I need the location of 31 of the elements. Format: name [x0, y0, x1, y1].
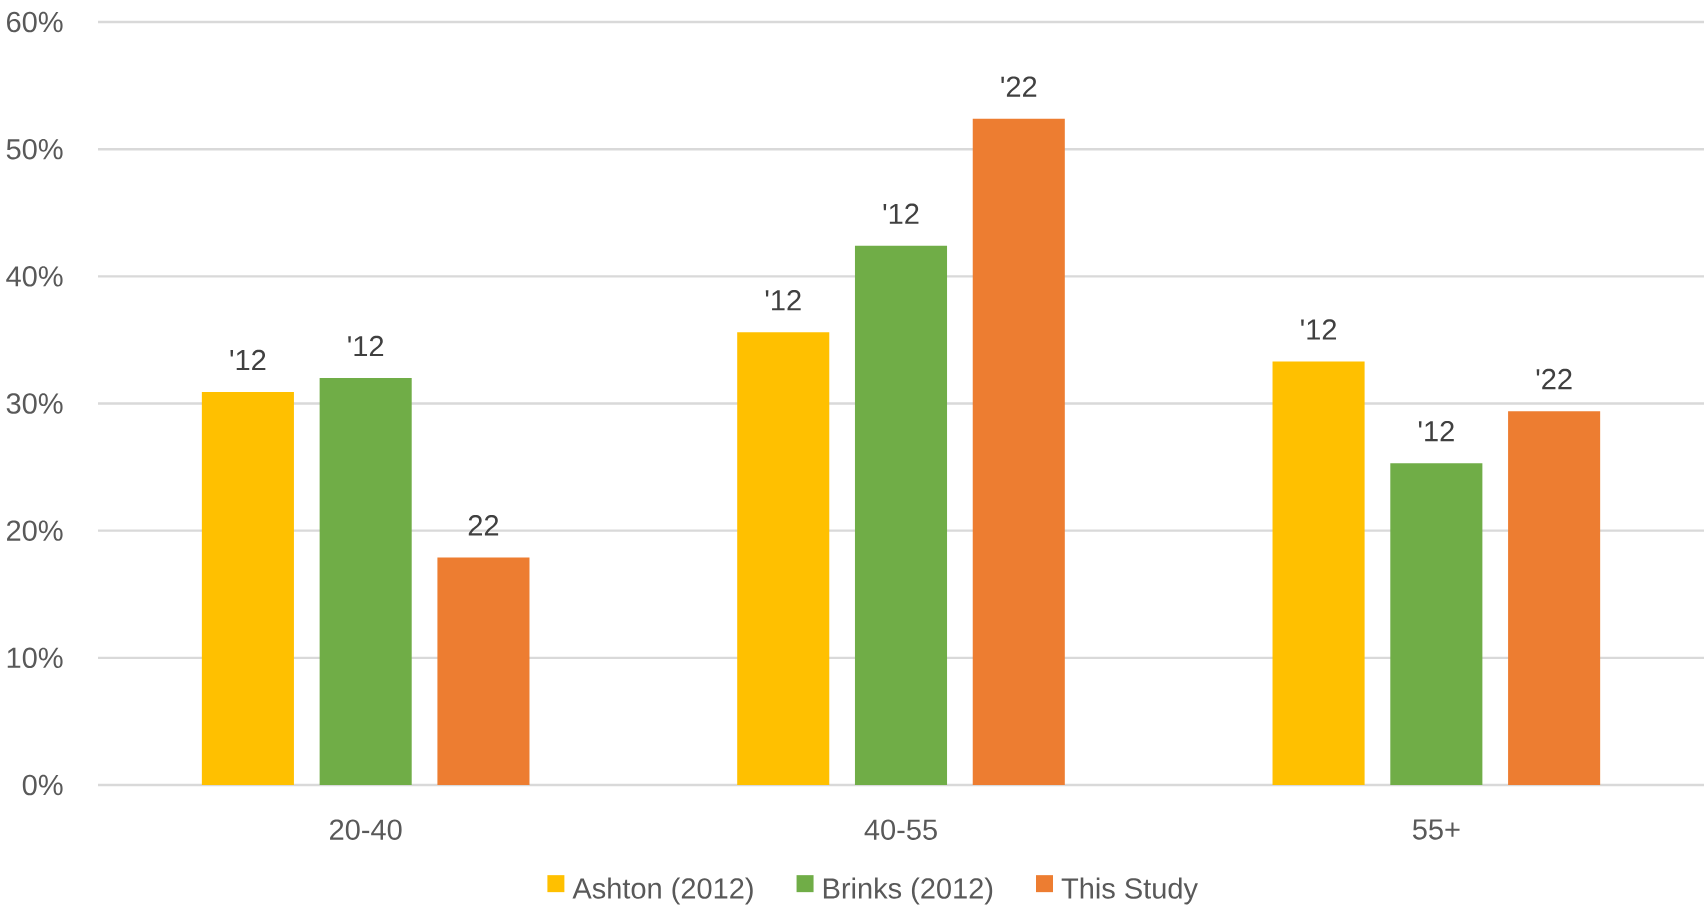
bar — [437, 557, 530, 785]
bar — [319, 378, 412, 785]
legend-label: Ashton (2012) — [572, 877, 753, 905]
annotation: '12 — [348, 335, 384, 357]
annotation: '12 — [883, 203, 919, 224]
x-tick-label: 55+ — [1412, 819, 1460, 840]
y-tick-label: 30% — [6, 393, 63, 414]
bar — [201, 392, 294, 785]
bar — [1508, 411, 1601, 785]
y-tick-label: 10% — [7, 647, 63, 669]
annotation: '22 — [1001, 76, 1037, 97]
annotation: '12 — [1418, 421, 1454, 442]
bar — [737, 332, 830, 785]
annotation: 22 — [468, 515, 499, 536]
y-tick-label: 20% — [7, 520, 63, 541]
annotation: '12 — [765, 290, 801, 311]
y-tick-label: 50% — [6, 138, 63, 160]
annotation: '12 — [230, 349, 266, 371]
y-tick-label: 40% — [6, 266, 63, 287]
annotation: '12 — [1301, 319, 1337, 340]
legend-label: Brinks (2012) — [823, 877, 993, 905]
annotation: '22 — [1536, 368, 1572, 390]
y-tick-label: 60% — [7, 11, 63, 33]
bar — [1390, 463, 1483, 785]
bar — [854, 245, 948, 785]
x-tick-label: 40-55 — [864, 819, 937, 840]
y-tick-label: 0% — [22, 774, 63, 796]
x-tick-label: 20-40 — [330, 819, 402, 840]
bar — [1272, 361, 1365, 785]
bar — [972, 118, 1065, 785]
legend-label: This Study — [1061, 877, 1198, 905]
